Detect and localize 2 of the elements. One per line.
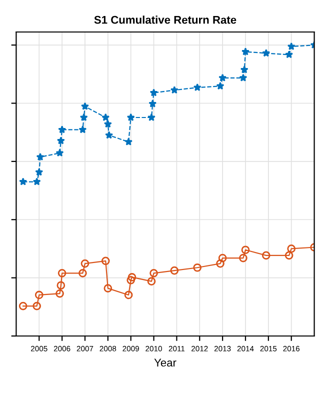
x-axis-title: Year — [154, 358, 176, 367]
chart-title: S1 Cumulative Return Rate — [94, 16, 236, 24]
